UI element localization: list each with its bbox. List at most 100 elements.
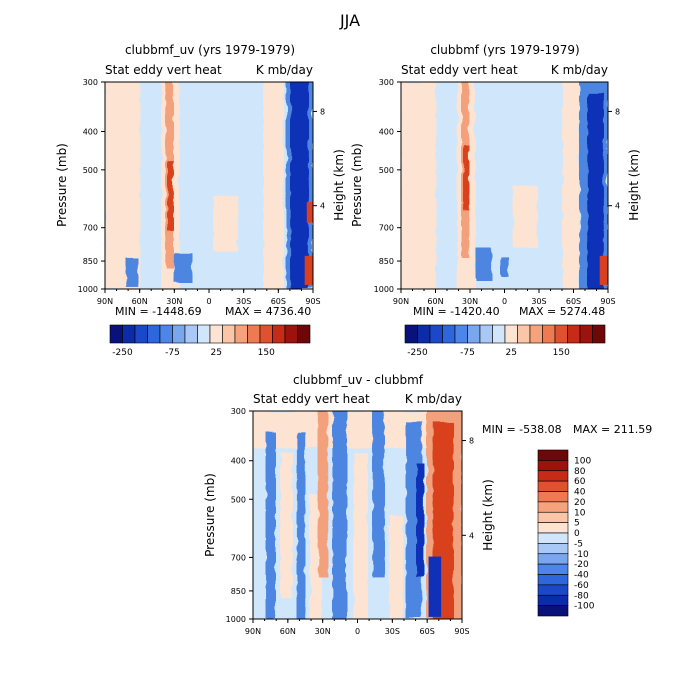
panel-2: clubbmf (yrs 1979-1979) Stat eddy vert h… <box>350 43 641 358</box>
colorbar-label: 0 <box>574 529 580 539</box>
panel-3-max-label: MAX = 211.59 <box>573 423 652 436</box>
colorbar-swatch <box>537 460 569 472</box>
y2-tick-label: 8 <box>320 107 325 116</box>
field-region <box>306 202 313 223</box>
y-tick-label: 500 <box>231 495 246 504</box>
colorbar-swatch <box>537 563 569 575</box>
panel-1-left-label: Stat eddy vert heat <box>105 63 222 77</box>
colorbar-swatch <box>467 324 481 344</box>
x-tick-label: 30S <box>236 297 251 306</box>
colorbar-swatch <box>479 324 493 344</box>
colorbar-label: -75 <box>460 348 475 358</box>
field-region <box>475 247 493 281</box>
colorbar-swatch <box>537 605 569 617</box>
colorbar-swatch <box>454 324 468 344</box>
field-region <box>512 185 538 248</box>
field-region <box>296 431 306 619</box>
panel-2-y2label: Height (km) <box>627 149 641 220</box>
y2-tick-label: 4 <box>320 202 325 211</box>
field-region <box>599 255 608 285</box>
panel-3-right-label: K mb/day <box>405 392 462 406</box>
y-tick-label: 700 <box>379 224 394 233</box>
y-tick-label: 300 <box>379 78 394 87</box>
colorbar-swatch <box>567 324 581 344</box>
colorbar-swatch <box>442 324 456 344</box>
colorbar-swatch <box>122 324 136 344</box>
field-region <box>416 463 425 578</box>
panel-2-colorbar: -250 -75 25 150 <box>404 324 606 358</box>
x-tick-label: 30S <box>531 297 546 306</box>
colorbar-swatch <box>537 491 569 503</box>
colorbar-swatch <box>554 324 568 344</box>
y-tick-label: 300 <box>83 78 98 87</box>
x-tick-label: 90N <box>393 297 409 306</box>
panel-2-ylabel: Pressure (mb) <box>350 143 364 227</box>
y-tick-label: 500 <box>83 166 98 175</box>
colorbar-swatch <box>537 511 569 523</box>
panel-1-max-label: MAX = 4736.40 <box>225 305 311 318</box>
x-tick-label: 60N <box>132 297 148 306</box>
colorbar-swatch <box>284 324 298 344</box>
colorbar-swatch <box>537 574 569 586</box>
panel-1-right-label: K mb/day <box>256 63 313 77</box>
colorbar-label: -60 <box>574 581 589 591</box>
panel-1-y2label: Height (km) <box>332 149 346 220</box>
panel-1-title: clubbmf_uv (yrs 1979-1979) <box>125 43 295 57</box>
y-tick-label: 400 <box>379 127 394 136</box>
y-tick-label: 850 <box>379 257 394 266</box>
colorbar-swatch <box>537 449 569 461</box>
field-region <box>500 255 509 277</box>
panel-2-field <box>401 82 608 289</box>
field-region <box>173 251 193 283</box>
colorbar-label: -250 <box>407 348 428 358</box>
panel-3-field <box>253 411 462 619</box>
x-tick-label: 0 <box>355 627 360 636</box>
y-tick-label: 400 <box>231 457 246 466</box>
colorbar-label: 100 <box>574 456 591 466</box>
y-tick-label: 1000 <box>374 285 394 294</box>
colorbar-swatch <box>492 324 506 344</box>
y2-tick-label: 8 <box>469 437 474 446</box>
field-region <box>213 195 239 252</box>
panel-2-min-label: MIN = -1420.40 <box>413 305 500 318</box>
colorbar-swatch <box>529 324 543 344</box>
colorbar-swatch <box>504 324 518 344</box>
panel-3-left-label: Stat eddy vert heat <box>253 392 370 406</box>
field-region <box>290 82 309 289</box>
y-tick-label: 1000 <box>78 285 98 294</box>
y-tick-label: 300 <box>231 407 246 416</box>
colorbar-label: 60 <box>574 477 586 487</box>
field-region <box>463 144 470 211</box>
field-region <box>428 556 442 617</box>
colorbar-swatch <box>417 324 431 344</box>
colorbar-label: 25 <box>506 348 517 358</box>
panel-1-ylabel: Pressure (mb) <box>55 143 69 227</box>
field-region <box>332 411 348 619</box>
panel-3-min-label: MIN = -538.08 <box>482 423 562 436</box>
x-tick-label: 60N <box>280 627 296 636</box>
panel-2-left-label: Stat eddy vert heat <box>401 63 518 77</box>
panel-2-title: clubbmf (yrs 1979-1979) <box>430 43 579 57</box>
x-tick-label: 60S <box>566 297 581 306</box>
x-tick-label: 60N <box>427 297 443 306</box>
x-tick-label: 0 <box>502 297 507 306</box>
panel-2-max-label: MAX = 5274.48 <box>519 305 605 318</box>
colorbar-label: -20 <box>574 560 589 570</box>
field-region <box>304 255 313 285</box>
colorbar-label: 10 <box>574 508 586 518</box>
y-tick-label: 700 <box>83 224 98 233</box>
colorbar-swatch <box>517 324 531 344</box>
y-tick-label: 1000 <box>226 615 246 624</box>
field-region <box>388 515 404 619</box>
field-region <box>263 82 284 289</box>
panel-1-field <box>105 82 313 289</box>
panel-2-right-label: K mb/day <box>551 63 608 77</box>
x-tick-label: 90N <box>97 297 113 306</box>
colorbar-swatch <box>209 324 223 344</box>
colorbar-swatch <box>259 324 273 344</box>
field-region <box>401 82 437 289</box>
y2-tick-label: 8 <box>615 107 620 116</box>
y-tick-label: 850 <box>231 587 246 596</box>
field-region <box>587 92 604 289</box>
